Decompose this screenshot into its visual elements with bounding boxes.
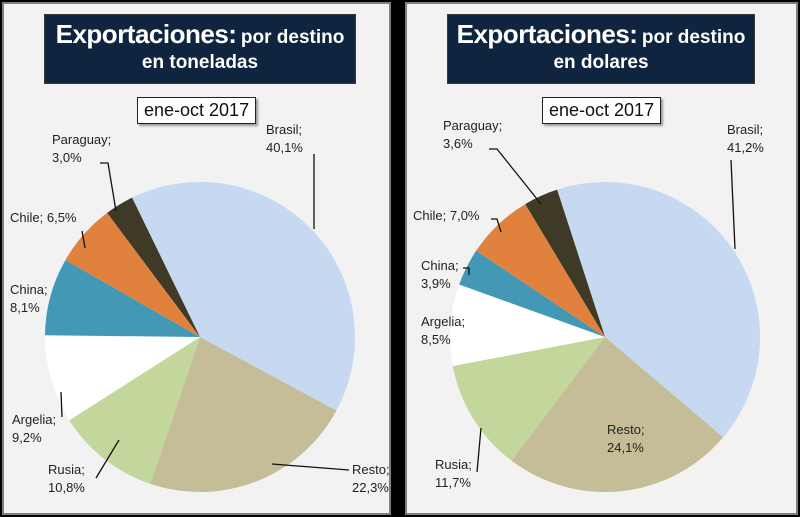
- pie-slice-resto: [511, 337, 724, 493]
- leader-line-paraguay: [489, 148, 542, 205]
- data-label-argelia: Argelia; 9,2%: [12, 412, 56, 445]
- title-rest: por destino: [240, 27, 345, 48]
- chart-title: Exportaciones: por destino en toneladas: [44, 14, 356, 84]
- title-rest: por destino: [641, 27, 746, 48]
- pie-slice-chile: [65, 212, 200, 337]
- title-subtitle: en dolares: [553, 52, 649, 73]
- pie-slice-resto: [150, 337, 337, 493]
- pie-chart-dolares: Brasil; 41,2% Resto; 24,1% Rusia; 11,7% Argeli…: [413, 118, 764, 493]
- data-label-resto: Resto; 22,3%: [352, 462, 390, 495]
- leader-line-brasil: [730, 159, 736, 250]
- leader-line-china: [463, 267, 470, 275]
- data-label-resto: Resto; 24,1%: [607, 422, 645, 455]
- data-label-rusia: Rusia; 10,8%: [48, 462, 85, 495]
- data-label-chile: Chile; 7,0%: [413, 208, 480, 223]
- leader-line-chile: [81, 230, 86, 249]
- data-label-rusia: Rusia; 11,7%: [435, 457, 472, 490]
- pie-slice-rusia: [452, 337, 605, 461]
- data-label-china: China; 8,1%: [10, 282, 48, 315]
- period-label: ene-oct 2017: [137, 97, 257, 124]
- leader-line-chile: [491, 218, 502, 233]
- data-label-argelia: Argelia; 8,5%: [421, 314, 465, 347]
- pie-chart-toneladas: Brasil; 40,1% Resto; 22,3% Rusia; 10,8% Argeli…: [10, 122, 390, 495]
- leader-line-rusia: [476, 427, 482, 473]
- data-label-brasil: Brasil; 41,2%: [727, 122, 764, 155]
- pie-slice-chile: [476, 204, 605, 337]
- title-main: Exportaciones:: [55, 19, 237, 49]
- chart-panel-dolares: Exportaciones: por destino en dolares en…: [405, 2, 798, 515]
- leader-line-resto: [271, 463, 350, 471]
- pie-slice-argelia: [450, 284, 605, 367]
- period-label: ene-oct 2017: [542, 97, 662, 124]
- data-label-china: China; 3,9%: [421, 258, 459, 291]
- data-label-paraguay: Paraguay; 3,0%: [52, 132, 111, 165]
- pie-slice-rusia: [69, 337, 200, 484]
- pie-slice-china: [45, 259, 200, 337]
- leader-line-argelia: [60, 391, 63, 418]
- pie-slice-brasil: [132, 181, 356, 411]
- pie-slice-paraguay: [525, 189, 605, 337]
- title-main: Exportaciones:: [456, 19, 638, 49]
- pie-slice-china: [459, 250, 605, 337]
- chart-panel-toneladas: Exportaciones: por destino en toneladas …: [2, 2, 391, 515]
- title-subtitle: en toneladas: [141, 52, 259, 73]
- pie-slice-paraguay: [107, 197, 200, 337]
- data-label-chile: Chile; 6,5%: [10, 210, 77, 225]
- pie-slice-brasil: [557, 182, 760, 438]
- data-label-brasil: Brasil; 40,1%: [266, 122, 303, 155]
- leader-line-rusia: [95, 439, 120, 479]
- chart-title: Exportaciones: por destino en dolares: [447, 14, 755, 84]
- leader-line-paraguay: [100, 162, 117, 212]
- data-label-paraguay: Paraguay; 3,6%: [443, 118, 502, 151]
- pie-slice-argelia: [45, 335, 200, 421]
